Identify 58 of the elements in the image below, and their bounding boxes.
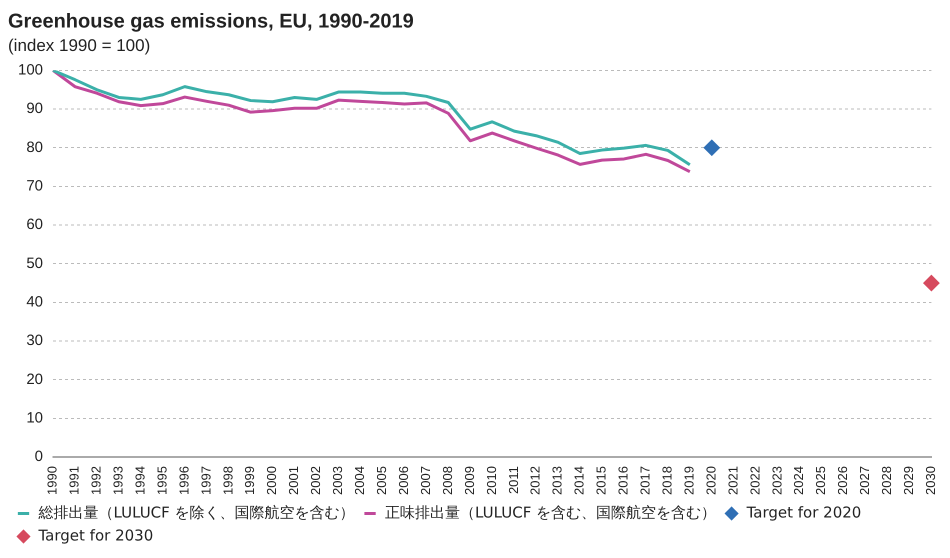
y-tick-label: 70 — [26, 178, 44, 195]
x-tick-label: 2023 — [769, 466, 784, 495]
chart-title: Greenhouse gas emissions, EU, 1990-2019 — [8, 10, 414, 33]
x-tick-label: 1990 — [44, 466, 60, 495]
x-tick-label: 2006 — [396, 466, 411, 495]
x-tick-label: 2009 — [462, 466, 477, 495]
x-tick-label: 2000 — [264, 466, 280, 495]
x-tick-label: 2020 — [703, 466, 718, 495]
legend-label: Target for 2030 — [38, 526, 154, 544]
x-tick-label: 1999 — [242, 466, 258, 495]
x-tick-label: 2002 — [308, 466, 324, 495]
x-tick-label: 1996 — [176, 466, 192, 495]
x-tick-label: 2027 — [857, 466, 872, 495]
x-tick-label: 2016 — [616, 466, 631, 495]
x-tick-label: 2030 — [922, 466, 938, 495]
x-tick-label: 2019 — [681, 466, 696, 495]
x-tick-label: 1993 — [110, 466, 126, 495]
x-tick-label: 2025 — [813, 466, 828, 495]
x-tick-label: 2011 — [506, 466, 521, 494]
y-tick-label: 10 — [26, 410, 44, 427]
y-tick-label: 30 — [26, 332, 44, 350]
x-tick-label: 2018 — [659, 466, 674, 495]
x-tick-label: 1992 — [88, 466, 104, 495]
x-tick-label: 2014 — [572, 466, 587, 495]
y-tick-label: 60 — [26, 216, 44, 234]
y-tick-label: 40 — [26, 294, 44, 311]
y-tick-label: 50 — [26, 254, 44, 272]
x-tick-label: 2010 — [484, 466, 499, 495]
x-tick-label: 2005 — [374, 466, 389, 495]
x-tick-label: 2021 — [725, 466, 740, 495]
y-tick-label: 80 — [26, 138, 44, 156]
x-tick-label: 2026 — [835, 466, 850, 495]
legend-label: 総排出量（LULUCF を除く、国際航空を含む） — [38, 503, 355, 522]
x-tick-label: 2022 — [747, 466, 762, 495]
x-tick-label: 2012 — [528, 466, 543, 495]
x-tick-label: 2007 — [418, 466, 433, 495]
x-tick-label: 1995 — [154, 466, 170, 495]
x-tick-label: 1994 — [132, 466, 148, 495]
legend-label: Target for 2020 — [746, 503, 862, 522]
y-tick-label: 0 — [34, 448, 44, 466]
x-tick-label: 2017 — [638, 466, 653, 495]
x-tick-label: 2028 — [879, 466, 894, 495]
chart-subtitle: (index 1990 = 100) — [8, 36, 150, 55]
x-tick-label: 1997 — [198, 466, 214, 495]
x-tick-label: 1998 — [220, 466, 236, 495]
y-tick-label: 20 — [26, 370, 44, 388]
x-tick-label: 2013 — [550, 466, 565, 495]
y-tick-label: 90 — [26, 100, 44, 118]
x-tick-label: 2001 — [286, 466, 302, 495]
x-tick-label: 2024 — [791, 466, 806, 495]
y-tick-label: 100 — [18, 62, 44, 79]
x-tick-label: 2029 — [901, 466, 916, 495]
x-tick-label: 2008 — [440, 466, 455, 495]
x-tick-label: 2004 — [352, 466, 368, 495]
x-tick-label: 1991 — [66, 466, 82, 495]
x-tick-label: 2015 — [594, 466, 609, 495]
legend-label: 正味排出量（LULUCF を含む、国際航空を含む） — [385, 503, 716, 522]
x-tick-label: 2003 — [330, 466, 346, 495]
